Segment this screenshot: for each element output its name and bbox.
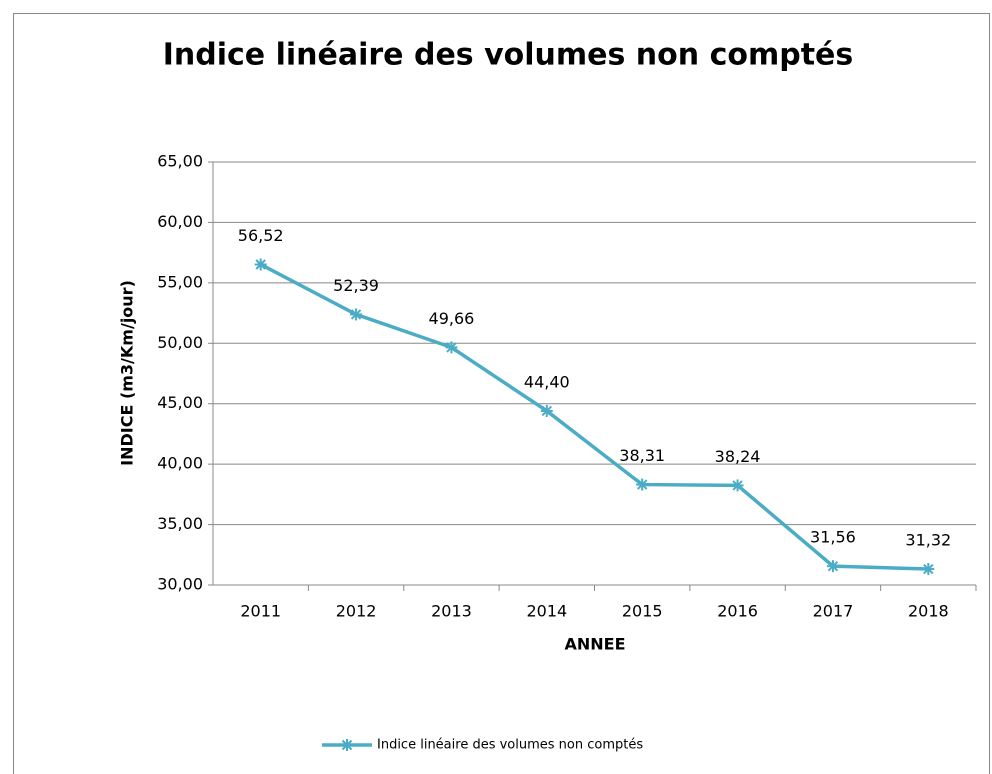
y-tick-label: 55,00 [157,272,203,291]
x-tick-label: 2015 [622,602,663,621]
y-tick-label: 30,00 [157,575,203,594]
x-tick-label: 2016 [717,602,758,621]
marker-stroke [827,560,839,572]
y-tick-label: 35,00 [157,514,203,533]
x-tick-label: 2011 [240,602,281,621]
data-label: 56,52 [238,226,284,245]
y-tick-label: 65,00 [157,152,203,171]
y-tick-label: 40,00 [157,454,203,473]
data-label: 38,24 [715,447,761,466]
marker-stroke [732,480,743,491]
chart-frame [13,13,990,774]
data-label: 49,66 [429,309,475,328]
data-point [636,478,649,491]
x-axis-label: ANNEE [564,635,625,654]
data-label: 38,31 [619,446,665,465]
data-point [731,479,744,492]
marker-stroke [255,259,266,270]
data-label: 31,32 [905,531,951,550]
data-point [254,258,267,271]
data-point [826,560,839,573]
x-tick-label: 2017 [813,602,854,621]
chart-title: Indice linéaire des volumes non comptés [163,38,854,73]
data-point [445,341,458,354]
data-point [922,563,935,576]
marker-stroke [446,342,457,353]
marker-stroke [541,405,553,417]
y-tick-label: 50,00 [157,333,203,352]
data-point [540,404,553,417]
x-tick-label: 2013 [431,602,472,621]
marker-stroke [636,479,648,490]
data-label: 44,40 [524,372,570,391]
y-axis-label: INDICE (m3/Km/jour) [118,280,137,466]
series-line [259,262,929,571]
marker-stroke [923,563,934,575]
x-tick-label: 2012 [336,602,377,621]
data-label: 52,39 [333,276,379,295]
data-point [350,308,363,321]
x-tick-label: 2014 [526,602,567,621]
marker-stroke [350,309,362,320]
legend-marker [341,739,353,751]
x-tick-label: 2018 [908,602,949,621]
y-tick-label: 45,00 [157,393,203,412]
legend-label: Indice linéaire des volumes non comptés [377,738,643,753]
marker-stroke [341,739,353,751]
data-label: 31,56 [810,528,856,547]
y-tick-label: 60,00 [157,212,203,231]
